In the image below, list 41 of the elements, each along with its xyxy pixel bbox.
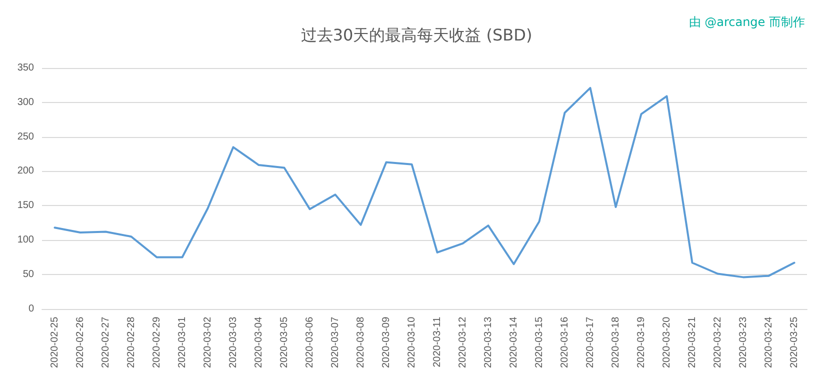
x-tick-label: 2020-03-25 <box>788 316 800 368</box>
x-tick-label: 2020-02-29 <box>151 316 162 368</box>
x-tick-label: 2020-03-09 <box>380 316 392 368</box>
x-tick-label: 2020-03-03 <box>228 316 239 368</box>
x-tick-label: 2020-03-21 <box>686 316 698 368</box>
x-tick-label: 2020-03-20 <box>661 316 672 368</box>
x-tick-label: 2020-03-12 <box>457 316 468 368</box>
x-tick-label: 2020-02-25 <box>49 316 60 368</box>
x-tick-label: 2020-03-01 <box>176 316 188 368</box>
x-tick-label: 2020-03-07 <box>330 316 341 368</box>
y-tick-label: 100 <box>17 234 34 246</box>
line-series <box>54 86 796 278</box>
chart-title: 过去30天的最高每天收益 (SBD) <box>300 26 532 44</box>
x-tick-label: 2020-03-23 <box>738 316 749 368</box>
x-tick-label: 2020-02-26 <box>74 316 86 368</box>
x-tick-label: 2020-03-22 <box>712 316 724 368</box>
x-tick-label: 2020-03-14 <box>508 316 520 368</box>
x-tick-label: 2020-03-18 <box>610 316 622 368</box>
y-tick-label: 0 <box>28 303 34 314</box>
y-tick-label: 350 <box>17 62 34 74</box>
x-tick-label: 2020-03-13 <box>482 316 494 368</box>
x-tick-label: 2020-03-08 <box>355 316 366 368</box>
y-tick-label: 50 <box>22 268 34 280</box>
x-tick-label: 2020-02-28 <box>126 316 137 368</box>
x-tick-label: 2020-03-04 <box>253 316 264 368</box>
x-tick-label: 2020-03-16 <box>559 316 570 368</box>
y-tick-label: 200 <box>17 166 34 177</box>
x-tick-label: 2020-03-05 <box>278 316 290 368</box>
x-tick-label: 2020-03-19 <box>636 316 647 368</box>
x-tick-label: 2020-03-24 <box>763 316 774 368</box>
y-tick-label: 150 <box>17 200 34 212</box>
x-tick-label: 2020-03-02 <box>202 316 214 368</box>
x-tick-label: 2020-03-17 <box>584 316 596 368</box>
y-tick-label: 250 <box>17 131 34 142</box>
x-tick-label: 2020-03-11 <box>432 316 443 368</box>
y-tick-label: 300 <box>17 96 34 108</box>
x-tick-label: 2020-02-27 <box>100 316 112 368</box>
x-tick-label: 2020-03-15 <box>534 316 545 368</box>
text: 由 @arcange 而制作 <box>688 15 806 29</box>
x-tick-label: 2020-03-06 <box>304 316 316 368</box>
x-tick-label: 2020-03-10 <box>406 316 418 368</box>
